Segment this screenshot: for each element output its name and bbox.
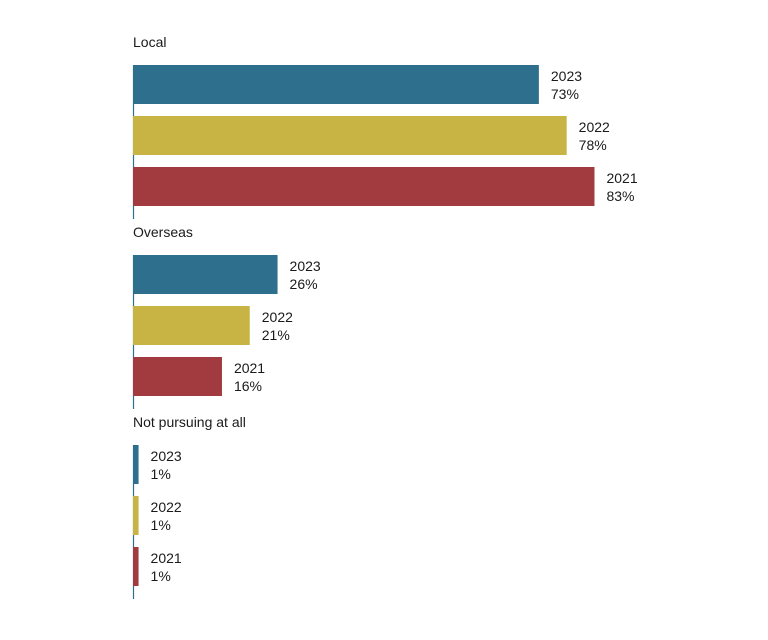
group-overseas-bar-2022-year-label: 2022 [262,309,293,325]
group-local-bar-2022-year-label: 2022 [579,119,610,135]
group-overseas-bar-2023-year-label: 2023 [290,258,321,274]
group-overseas-label: Overseas [133,224,193,240]
group-overseas-bar-2022 [133,306,250,345]
group-overseas-bar-2021 [133,357,222,396]
group-local-bar-2023-value-label: 73% [551,86,579,102]
group-local-bar-2023 [133,65,539,104]
group-not-pursuing-at-all-bar-2022-value-label: 1% [151,517,171,533]
group-overseas-bar-2021-value-label: 16% [234,378,262,394]
group-local-bar-2021-value-label: 83% [606,188,634,204]
group-not-pursuing-at-all-bar-2023-year-label: 2023 [151,448,182,464]
group-overseas-bar-2023 [133,255,278,294]
group-overseas-bar-2021-year-label: 2021 [234,360,265,376]
group-not-pursuing-at-all-bar-2021-year-label: 2021 [151,550,182,566]
group-overseas-bar-2022-value-label: 21% [262,327,290,343]
group-not-pursuing-at-all-bar-2022 [133,496,139,535]
group-not-pursuing-at-all-bar-2023-value-label: 1% [151,466,171,482]
group-not-pursuing-at-all-bar-2021-value-label: 1% [151,568,171,584]
group-not-pursuing-at-all-bar-2023 [133,445,139,484]
group-local-bar-2022-value-label: 78% [579,137,607,153]
group-local-bar-2021-year-label: 2021 [606,170,637,186]
group-not-pursuing-at-all-label: Not pursuing at all [133,414,246,430]
group-local-bar-2022 [133,116,567,155]
group-not-pursuing-at-all-bar-2022-year-label: 2022 [151,499,182,515]
group-local-bar-2021 [133,167,595,206]
group-overseas-bar-2023-value-label: 26% [290,276,318,292]
group-not-pursuing-at-all-bar-2021 [133,547,139,586]
group-local-bar-2023-year-label: 2023 [551,68,582,84]
group-local-label: Local [133,34,166,50]
